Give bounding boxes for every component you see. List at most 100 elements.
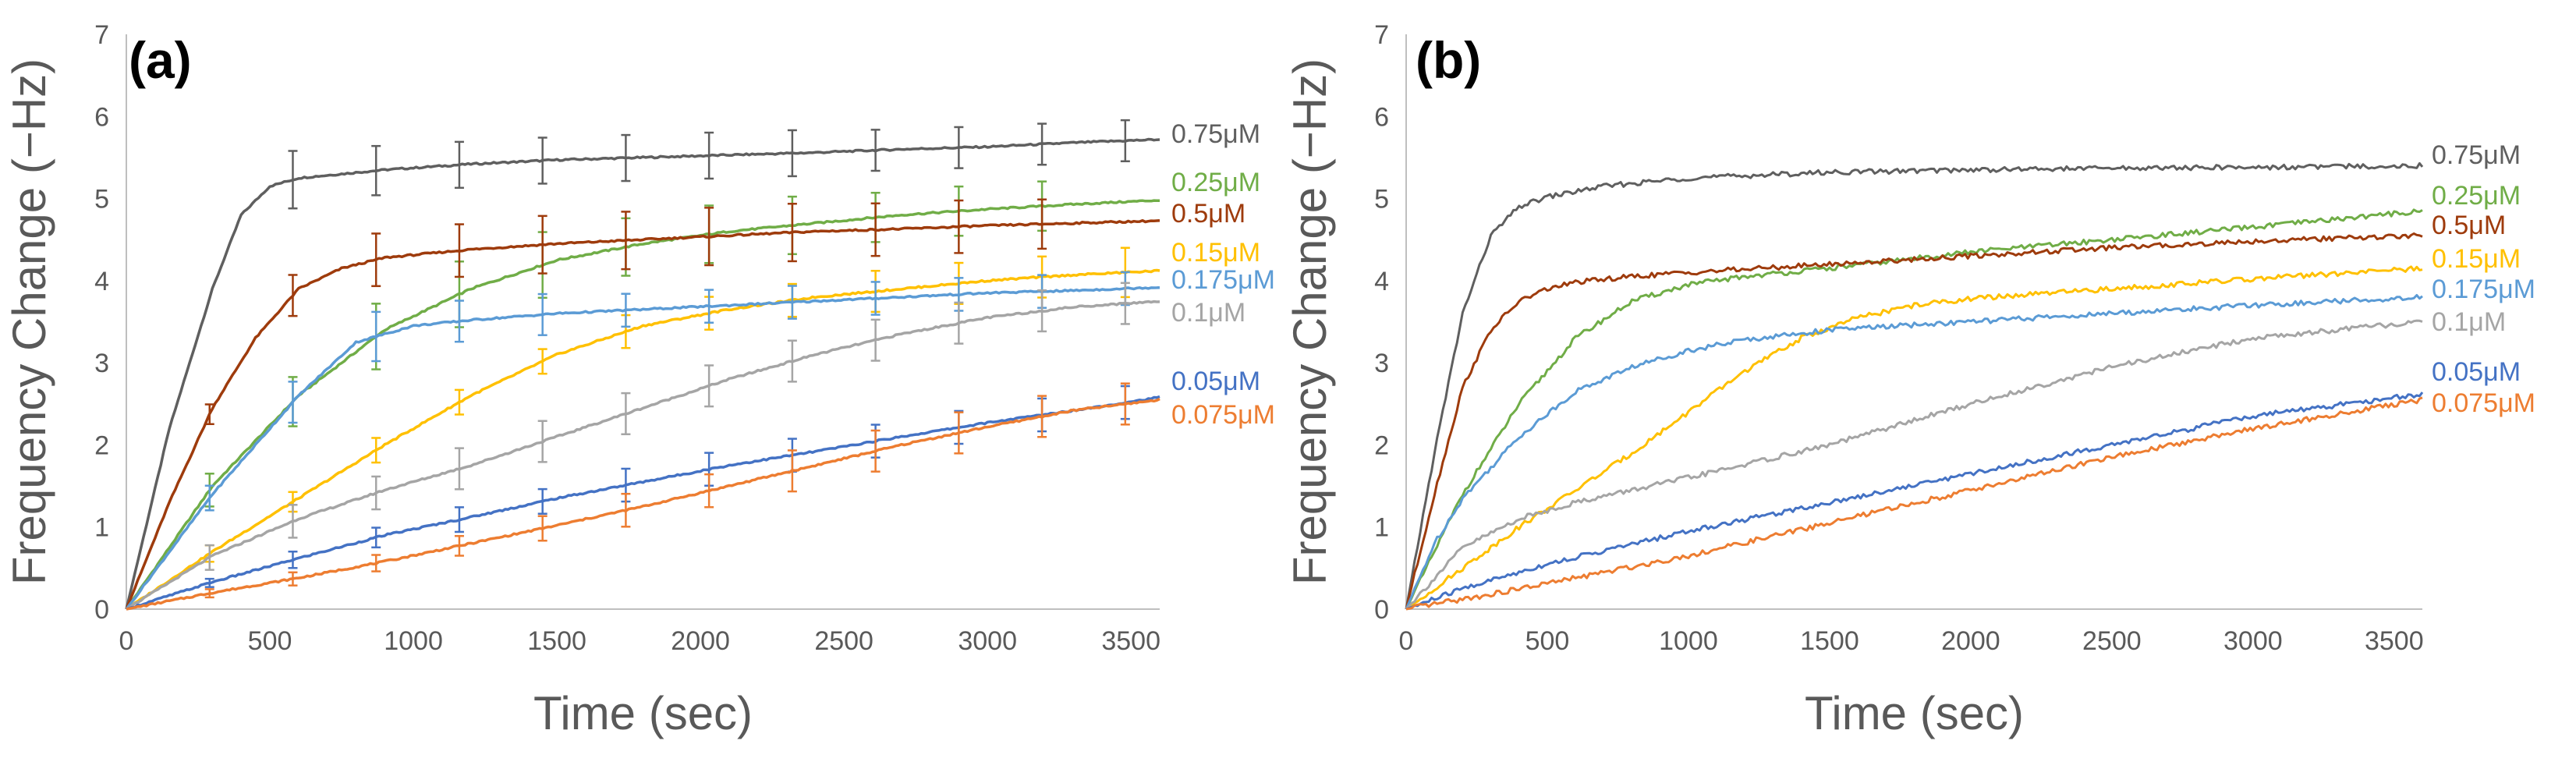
series-line bbox=[1405, 396, 2423, 611]
error-bar bbox=[371, 310, 381, 363]
series-line bbox=[126, 397, 1160, 611]
error-bar bbox=[1037, 122, 1047, 166]
error-bar bbox=[454, 299, 464, 343]
y-tick-label: 1 bbox=[1374, 513, 1389, 543]
series-line bbox=[1405, 265, 2423, 611]
error-bar bbox=[704, 207, 714, 267]
series-label: 0.075μM bbox=[1171, 400, 1275, 430]
x-tick-label: 2500 bbox=[2082, 626, 2142, 656]
series-label: 0.05μM bbox=[1171, 367, 1260, 396]
y-tick-label: 3 bbox=[94, 349, 109, 378]
error-bar bbox=[371, 232, 381, 288]
error-bar bbox=[537, 136, 547, 185]
x-tick-label: 500 bbox=[248, 626, 292, 656]
series-line bbox=[1405, 392, 2424, 611]
error-bar bbox=[204, 544, 214, 571]
series-3: 0.15μM bbox=[1405, 244, 2521, 611]
error-bar bbox=[787, 129, 797, 178]
error-bar bbox=[1120, 382, 1130, 426]
series-label: 0.25μM bbox=[2432, 181, 2521, 211]
series-5: 0.1μM bbox=[1405, 307, 2506, 611]
y-tick-label: 0 bbox=[94, 595, 109, 625]
error-bar bbox=[954, 301, 964, 345]
x-tick-label: 500 bbox=[1525, 626, 1570, 656]
error-bar bbox=[371, 144, 381, 197]
error-bar bbox=[1037, 395, 1047, 438]
series-1: 0.25μM bbox=[1405, 181, 2521, 610]
y-tick-label: 6 bbox=[1374, 102, 1389, 132]
x-tick-label: 2000 bbox=[1941, 626, 2000, 656]
series-1: 0.25μM bbox=[125, 168, 1260, 611]
series-5: 0.1μM bbox=[126, 282, 1245, 611]
error-bar bbox=[371, 437, 381, 464]
series-line bbox=[1405, 319, 2423, 611]
y-tick-label: 0 bbox=[1374, 595, 1389, 625]
error-bar bbox=[870, 129, 881, 172]
error-bar bbox=[1120, 119, 1130, 163]
series-2: 0.5μM bbox=[1405, 211, 2506, 610]
y-tick-label: 6 bbox=[94, 102, 109, 132]
series-label: 0.25μM bbox=[1171, 168, 1260, 197]
error-bar bbox=[288, 381, 298, 424]
y-tick-label: 7 bbox=[1374, 20, 1389, 50]
series-line bbox=[1405, 161, 2424, 610]
series-label: 0.1μM bbox=[1171, 298, 1245, 328]
series-0: 0.75μM bbox=[1405, 140, 2521, 610]
series-line bbox=[125, 137, 1160, 610]
y-tick-label: 5 bbox=[1374, 185, 1389, 214]
x-tick-label: 3000 bbox=[958, 626, 1017, 656]
error-bar bbox=[371, 475, 381, 511]
x-tick-label: 2000 bbox=[671, 626, 730, 656]
series-line bbox=[125, 218, 1160, 610]
series-label: 0.5μM bbox=[1171, 199, 1245, 229]
series-line bbox=[125, 199, 1160, 611]
error-bar bbox=[288, 550, 298, 569]
error-bar bbox=[288, 274, 298, 317]
error-bar bbox=[787, 339, 797, 383]
panel-label: (a) bbox=[129, 31, 192, 89]
x-axis-label: Time (sec) bbox=[533, 687, 753, 739]
error-bar bbox=[454, 534, 464, 557]
x-tick-label: 3000 bbox=[2223, 626, 2283, 656]
series-line bbox=[1405, 208, 2423, 610]
panel-a: 0 500 1000 1500 2000 2500 3000 3500 0 1 2 3 4 5 6 7 Time… bbox=[3, 20, 1275, 739]
x-tick-label: 1500 bbox=[527, 626, 586, 656]
error-bar bbox=[621, 392, 631, 435]
x-tick-label: 1000 bbox=[384, 626, 443, 656]
error-bar bbox=[1120, 282, 1130, 325]
y-tick-label: 4 bbox=[94, 267, 109, 296]
series-label: 0.75μM bbox=[1171, 119, 1260, 149]
error-bar bbox=[621, 133, 631, 183]
x-tick-label: 0 bbox=[1399, 626, 1414, 656]
panel-label: (b) bbox=[1416, 31, 1481, 89]
error-bar bbox=[204, 484, 214, 512]
error-bar bbox=[954, 126, 964, 169]
y-tick-label: 2 bbox=[94, 431, 109, 460]
error-bar bbox=[537, 214, 547, 275]
series-label: 0.1μM bbox=[2432, 307, 2506, 337]
error-bar bbox=[454, 223, 464, 278]
x-tick-label: 1000 bbox=[1659, 626, 1718, 656]
series-label: 0.5μM bbox=[2432, 211, 2506, 240]
series-4: 0.175μM bbox=[125, 265, 1275, 611]
series-line bbox=[1405, 294, 2423, 610]
error-bar bbox=[870, 281, 881, 316]
error-bar bbox=[704, 289, 714, 324]
series-line bbox=[126, 395, 1160, 611]
error-bar bbox=[954, 411, 964, 455]
y-tick-label: 1 bbox=[94, 513, 109, 543]
panel-b: 0 500 1000 1500 2000 2500 3000 3500 0 1 2 3 4 5 6 7 Time… bbox=[1284, 20, 2535, 739]
series-3: 0.15μM bbox=[126, 238, 1260, 611]
error-bar bbox=[204, 403, 214, 426]
error-bar bbox=[621, 492, 631, 528]
error-bar bbox=[704, 131, 714, 180]
y-tick-label: 4 bbox=[1374, 267, 1389, 296]
error-bar bbox=[954, 199, 964, 254]
series-line bbox=[1405, 232, 2423, 610]
series-7: 0.075μM bbox=[1405, 388, 2535, 611]
error-bar bbox=[870, 429, 881, 473]
error-bar bbox=[870, 202, 881, 257]
error-bar bbox=[288, 150, 298, 210]
error-bar bbox=[787, 285, 797, 320]
series-0: 0.75μM bbox=[125, 119, 1260, 610]
